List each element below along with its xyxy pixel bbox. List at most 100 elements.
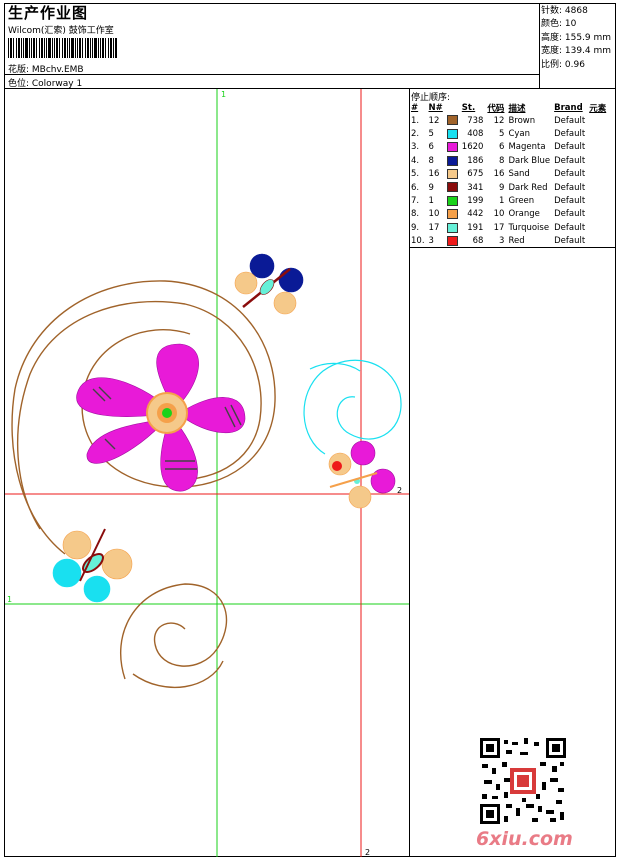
- stitch-count: 675: [467, 169, 484, 180]
- swatch-box: [446, 155, 458, 166]
- color-code: 1: [499, 196, 505, 207]
- color-sequence-table: # N# St. 代码 描述 Brand 元素 1. 12 738 12 Brown De…: [409, 101, 608, 248]
- element: [587, 114, 608, 127]
- element: [587, 208, 608, 221]
- barcode: [8, 38, 117, 58]
- color-swatch: [445, 181, 460, 194]
- design-scale: 比例: 0.96: [541, 59, 585, 70]
- needle-number: 3: [428, 236, 434, 247]
- stats-divider: [539, 3, 540, 89]
- row-index: 1.: [411, 115, 420, 126]
- stitch-count: 738: [467, 115, 484, 126]
- needle-number: 9: [428, 182, 434, 193]
- element: [587, 235, 608, 248]
- stitch-count: 针数: 4868: [541, 6, 588, 16]
- color-code: 16: [493, 169, 505, 180]
- needle-number: 12: [428, 115, 440, 126]
- cyan-swirl: [303, 359, 402, 455]
- color-count: 颜色: 10: [541, 19, 577, 30]
- sheet-frame: [4, 3, 616, 857]
- color-row: 4. 8 186 8 Dark Blue Default: [409, 154, 608, 167]
- row-index: 6.: [411, 182, 420, 193]
- color-description: Dark Blue: [508, 155, 551, 166]
- col-needle: N#: [428, 102, 443, 113]
- needle-number: 8: [428, 155, 434, 166]
- page-title: 生产作业图: [8, 4, 89, 22]
- butterfly-right: [328, 440, 396, 509]
- color-swatch: [445, 127, 460, 140]
- col-code: 代码: [487, 103, 505, 114]
- table-bottom-line: [409, 247, 616, 248]
- color-swatch: [445, 168, 460, 181]
- magenta-flower: [76, 343, 246, 492]
- swatch-box: [446, 209, 458, 220]
- swatch-box: [446, 195, 458, 206]
- table-divider: [409, 88, 410, 857]
- design-file-label: 花版: MBchv.EMB: [8, 65, 84, 75]
- element: [587, 221, 608, 234]
- color-swatch: [445, 208, 460, 221]
- embroidery-design: 1 1 2 2: [5, 89, 409, 857]
- needle-number: 6: [428, 142, 434, 153]
- row-index: 4.: [411, 155, 420, 166]
- color-description: Brown: [508, 115, 536, 126]
- color-code: 10: [493, 209, 505, 220]
- color-row: 3. 6 1620 6 Magenta Default: [409, 141, 608, 154]
- thread-brand: Default: [554, 236, 586, 247]
- color-description: Orange: [508, 209, 540, 220]
- colorway-line: [4, 74, 539, 75]
- guide-label-green-horizontal: 1: [7, 595, 12, 604]
- element: [587, 154, 608, 167]
- color-description: Dark Red: [508, 182, 548, 193]
- thread-brand: Default: [554, 142, 586, 153]
- needle-number: 5: [428, 129, 434, 140]
- stitch-count: 408: [467, 129, 484, 140]
- col-element: 元素: [589, 103, 607, 114]
- thread-brand: Default: [554, 155, 586, 166]
- stitch-count: 191: [467, 222, 484, 233]
- color-code: 9: [499, 182, 505, 193]
- color-row: 9. 17 191 17 Turquoise Default: [409, 221, 608, 234]
- color-swatch: [445, 154, 460, 167]
- color-swatch: [445, 114, 460, 127]
- col-description: 描述: [508, 103, 526, 114]
- element: [587, 141, 608, 154]
- swatch-box: [446, 115, 458, 126]
- color-row: 7. 1 199 1 Green Default: [409, 194, 608, 207]
- design-width: 宽度: 139.4 mm: [541, 46, 612, 57]
- thread-brand: Default: [554, 209, 586, 220]
- color-row: 1. 12 738 12 Brown Default: [409, 114, 608, 127]
- color-row: 6. 9 341 9 Dark Red Default: [409, 181, 608, 194]
- butterfly-bottom-left: [52, 528, 133, 603]
- design-height: 高度: 155.9 mm: [541, 32, 612, 43]
- color-row: 5. 16 675 16 Sand Default: [409, 168, 608, 181]
- color-code: 5: [499, 129, 505, 140]
- swatch-box: [446, 235, 458, 246]
- row-index: 5.: [411, 169, 420, 180]
- colorway-label: 色位: Colorway 1: [8, 79, 83, 89]
- element: [587, 181, 608, 194]
- color-code: 6: [499, 142, 505, 153]
- needle-number: 17: [428, 222, 440, 233]
- color-description: Magenta: [508, 142, 546, 153]
- swatch-box: [446, 182, 458, 193]
- guide-label-green-vertical: 1: [221, 90, 226, 99]
- stitch-count: 442: [467, 209, 484, 220]
- company-name: Wilcom(汇索) 鼓饰工作室: [8, 26, 114, 36]
- stitch-count: 68: [472, 236, 484, 247]
- stitch-count: 341: [467, 182, 484, 193]
- color-swatch: [445, 141, 460, 154]
- color-description: Sand: [508, 169, 530, 180]
- table-header-row: # N# St. 代码 描述 Brand 元素: [409, 101, 608, 114]
- needle-number: 16: [428, 169, 440, 180]
- row-index: 10.: [411, 236, 425, 247]
- qr-code: [480, 738, 566, 824]
- col-stitches: St.: [461, 102, 476, 113]
- color-row: 8. 10 442 10 Orange Default: [409, 208, 608, 221]
- row-index: 3.: [411, 142, 420, 153]
- header-divider: [4, 88, 616, 89]
- swatch-box: [446, 128, 458, 139]
- color-row: 10. 3 68 3 Red Default: [409, 235, 608, 248]
- color-description: Cyan: [508, 129, 530, 140]
- needle-number: 1: [428, 196, 434, 207]
